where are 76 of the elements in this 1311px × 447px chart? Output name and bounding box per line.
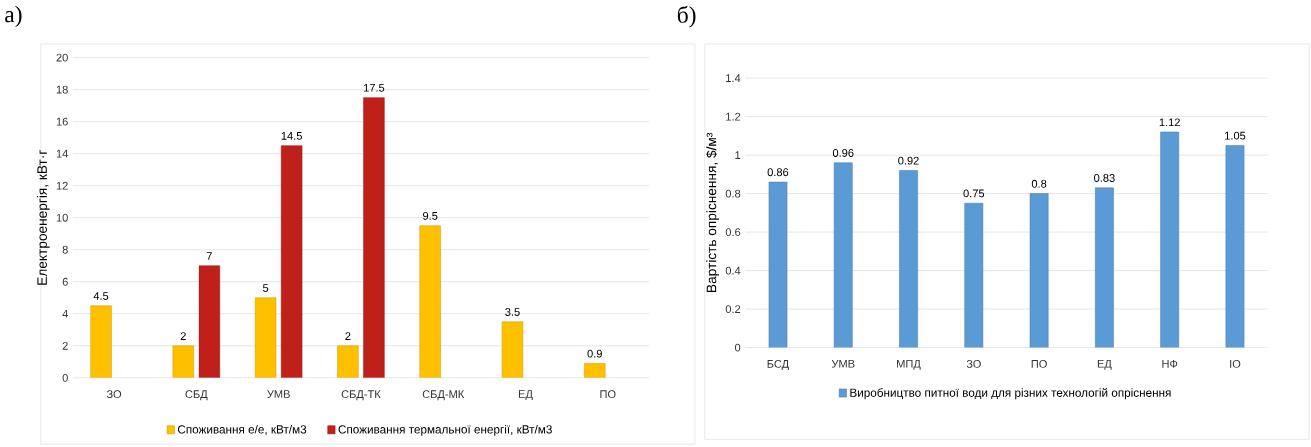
x-tick-label: НФ <box>1162 359 1178 368</box>
bar <box>899 170 918 348</box>
y-tick-label: 14 <box>56 149 68 158</box>
bar <box>172 345 194 378</box>
bar <box>501 321 524 378</box>
data-label: 0.9 <box>587 349 602 358</box>
x-tick-label: ПО <box>1031 359 1047 368</box>
bar <box>584 363 606 378</box>
bar <box>198 265 221 378</box>
bar <box>1160 131 1180 348</box>
data-label: 2 <box>180 332 186 340</box>
data-label: 0.96 <box>832 148 854 157</box>
y-tick-label: 4 <box>62 309 68 318</box>
data-label: 9.5 <box>423 211 438 220</box>
bar <box>1095 187 1114 348</box>
data-label: 0.92 <box>898 156 919 165</box>
y-tick-label: 12 <box>56 181 68 190</box>
y-tick-label: 18 <box>56 85 68 94</box>
y-tick-label: 20 <box>56 53 68 62</box>
bar <box>254 297 277 378</box>
chart-title: а) <box>5 5 22 28</box>
y-tick-label: 0.8 <box>725 189 741 198</box>
legend-label: Виробництво питної води для різних технологій опріснення <box>850 387 1171 400</box>
x-tick-label: УМВ <box>267 390 290 398</box>
data-label: 0.75 <box>963 189 985 198</box>
y-axis-title: Електроенергія, кВт·г <box>36 150 50 285</box>
x-tick-label: ЗО <box>966 359 981 368</box>
y-tick-label: 0.2 <box>725 305 741 313</box>
x-tick-label: БСД <box>767 359 789 370</box>
y-tick-label: 16 <box>56 117 68 126</box>
data-label: 0.86 <box>767 168 789 177</box>
data-label: 17.5 <box>364 83 385 92</box>
bar <box>964 202 984 348</box>
y-tick-label: 1 <box>735 151 741 159</box>
bar <box>363 97 385 378</box>
data-label: 4.5 <box>93 292 109 300</box>
y-tick-label: 1.2 <box>726 112 741 121</box>
data-label: 1.05 <box>1225 131 1246 140</box>
x-tick-label: МПД <box>897 359 921 370</box>
data-label: 5 <box>262 284 269 292</box>
x-tick-label: ІО <box>1230 359 1241 368</box>
data-label: 1.12 <box>1159 118 1180 127</box>
y-tick-label: 10 <box>56 213 68 222</box>
data-label: 14.5 <box>281 131 302 140</box>
data-label: 0.8 <box>1031 179 1047 188</box>
y-axis-title: Вартість опріснення, $/м³ <box>706 132 719 292</box>
y-tick-label: 0.6 <box>725 228 741 236</box>
x-tick-label: ЕД <box>518 390 533 400</box>
x-tick-label: СБД <box>185 390 208 401</box>
chart-title: б) <box>677 5 696 28</box>
x-tick-label: СБД-МК <box>422 390 465 401</box>
bar <box>90 305 112 378</box>
bar <box>337 345 359 378</box>
legend-label: Споживання е/е, кВт/м3 <box>177 424 307 435</box>
bar <box>419 225 441 378</box>
data-label: 7 <box>206 252 212 260</box>
bar <box>768 181 788 348</box>
y-tick-label: 8 <box>62 245 68 254</box>
y-tick-label: 0 <box>734 343 741 352</box>
y-tick-label: 2 <box>62 341 68 350</box>
y-tick-label: 0.4 <box>725 266 741 275</box>
x-tick-label: СБД-ТК <box>341 390 381 401</box>
x-tick-label: ЕД <box>1097 359 1112 370</box>
bar <box>280 145 303 378</box>
data-label: 0.83 <box>1094 174 1115 182</box>
y-tick-label: 0 <box>62 373 68 382</box>
x-tick-label: УМВ <box>831 359 855 368</box>
x-tick-label: ПО <box>600 390 616 398</box>
bar <box>1029 193 1049 348</box>
data-label: 3.5 <box>505 307 520 316</box>
legend-label: Споживання термальної енергії, кВт/м3 <box>338 424 552 436</box>
y-tick-label: 6 <box>62 277 68 286</box>
x-tick-label: ЗО <box>106 390 122 398</box>
y-tick-label: 1.4 <box>726 74 741 82</box>
data-label: 2 <box>345 332 351 340</box>
bar <box>833 162 853 348</box>
